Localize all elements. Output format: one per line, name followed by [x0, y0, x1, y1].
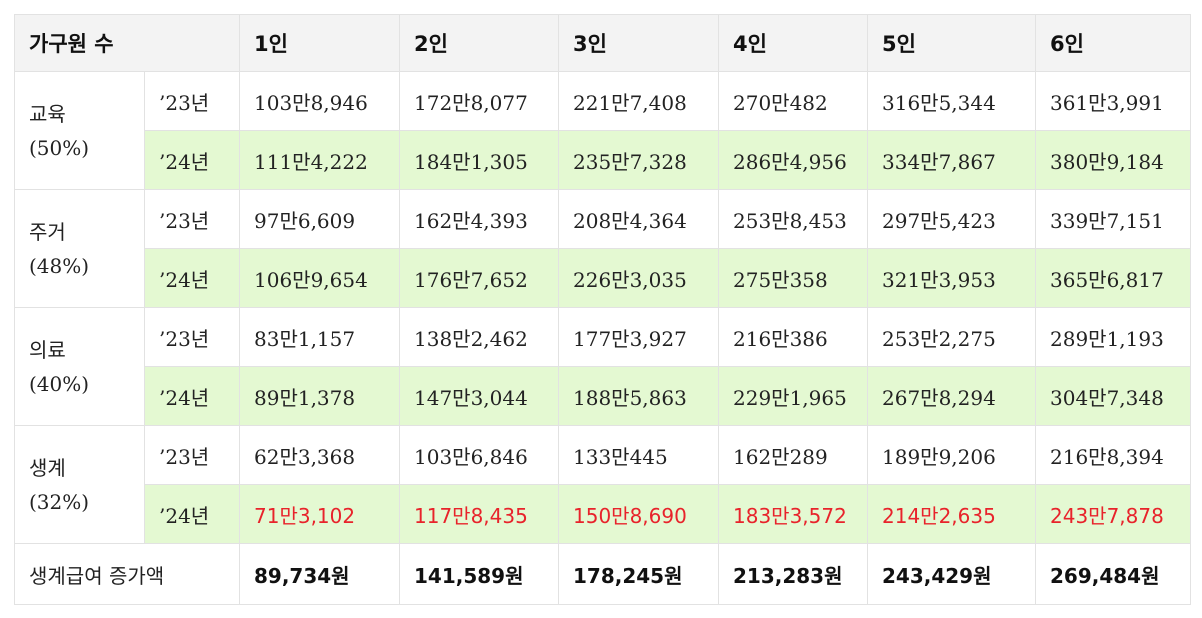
- value-cell: 183만3,572: [718, 484, 868, 544]
- value-cell: 216만386: [718, 307, 868, 367]
- value-cell: 334만7,867: [867, 130, 1036, 190]
- footer-label: 생계급여 증가액: [14, 543, 240, 605]
- footer-value: 269,484원: [1035, 543, 1191, 605]
- value-cell: 221만7,408: [558, 71, 719, 131]
- value-cell: 189만9,206: [867, 425, 1036, 485]
- table-row: 주거 (48%) ’23년 97만6,609 162만4,393 208만4,364 253…: [14, 189, 1191, 308]
- value-cell: 365만6,817: [1035, 248, 1191, 308]
- value-cell: 380만9,184: [1035, 130, 1191, 190]
- value-cell: 184만1,305: [399, 130, 559, 190]
- value-cell: 253만2,275: [867, 307, 1036, 367]
- value-cell: 150만8,690: [558, 484, 719, 544]
- footer-value: 213,283원: [718, 543, 868, 605]
- year-cell: ’24년: [144, 130, 240, 190]
- value-cell: 97만6,609: [239, 189, 400, 249]
- year-cell: ’24년: [144, 366, 240, 426]
- table-row: 의료 (40%) ’23년 83만1,157 138만2,462 177만3,927 216…: [14, 307, 1191, 426]
- value-cell: 286만4,956: [718, 130, 868, 190]
- value-cell: 243만7,878: [1035, 484, 1191, 544]
- table-row: ’24년 89만1,378 147만3,044 188만5,863 229만1,965 2…: [15, 366, 1191, 426]
- value-cell: 321만3,953: [867, 248, 1036, 308]
- category-percent: (40%): [29, 371, 90, 396]
- footer-value: 178,245원: [558, 543, 719, 605]
- footer-row: 생계급여 증가액 89,734원 141,589원 178,245원 213,2…: [14, 543, 1191, 605]
- value-cell: 172만8,077: [399, 71, 559, 131]
- value-cell: 71만3,102: [239, 484, 400, 544]
- value-cell: 270만482: [718, 71, 868, 131]
- value-cell: 103만8,946: [239, 71, 400, 131]
- value-cell: 133만445: [558, 425, 719, 485]
- value-cell: 235만7,328: [558, 130, 719, 190]
- value-cell: 162만289: [718, 425, 868, 485]
- value-cell: 89만1,378: [239, 366, 400, 426]
- year-cell: ’23년: [144, 425, 240, 485]
- header-household-label: 가구원 수: [14, 14, 240, 72]
- header-col-1: 1인: [239, 14, 400, 72]
- category-name: 의료: [29, 337, 66, 362]
- value-cell: 208만4,364: [558, 189, 719, 249]
- year-cell: ’23년: [144, 71, 240, 131]
- table-row: ’24년 106만9,654 176만7,652 226만3,035 275만358 32…: [15, 248, 1191, 308]
- value-cell: 117만8,435: [399, 484, 559, 544]
- value-cell: 304만7,348: [1035, 366, 1191, 426]
- header-col-6: 6인: [1035, 14, 1191, 72]
- value-cell: 275만358: [718, 248, 868, 308]
- year-cell: ’24년: [144, 484, 240, 544]
- table-container: 가구원 수 1인 2인 3인 4인 5인 6인 교육 (50%) ’23년 103만8…: [14, 14, 1191, 605]
- category-cell: 의료 (40%): [14, 307, 145, 426]
- header-col-3: 3인: [558, 14, 719, 72]
- value-cell: 83만1,157: [239, 307, 400, 367]
- table-row: 생계 (32%) ’23년 62만3,368 103만6,846 133만445 162만2…: [14, 425, 1191, 544]
- category-percent: (50%): [29, 135, 90, 160]
- value-cell: 226만3,035: [558, 248, 719, 308]
- value-cell: 361만3,991: [1035, 71, 1191, 131]
- table-row: ’24년 111만4,222 184만1,305 235만7,328 286만4,956…: [15, 130, 1191, 190]
- header-row: 가구원 수 1인 2인 3인 4인 5인 6인: [14, 14, 1191, 72]
- value-cell: 103만6,846: [399, 425, 559, 485]
- footer-value: 243,429원: [867, 543, 1036, 605]
- value-cell: 229만1,965: [718, 366, 868, 426]
- value-cell: 267만8,294: [867, 366, 1036, 426]
- value-cell: 289만1,193: [1035, 307, 1191, 367]
- value-cell: 188만5,863: [558, 366, 719, 426]
- table-row: ’24년 71만3,102 117만8,435 150만8,690 183만3,572 2…: [15, 484, 1191, 544]
- value-cell: 62만3,368: [239, 425, 400, 485]
- value-cell: 176만7,652: [399, 248, 559, 308]
- year-cell: ’24년: [144, 248, 240, 308]
- category-cell: 주거 (48%): [14, 189, 145, 308]
- value-cell: 339만7,151: [1035, 189, 1191, 249]
- value-cell: 138만2,462: [399, 307, 559, 367]
- value-cell: 253만8,453: [718, 189, 868, 249]
- value-cell: 214만2,635: [867, 484, 1036, 544]
- header-col-5: 5인: [867, 14, 1036, 72]
- category-cell: 생계 (32%): [14, 425, 145, 544]
- value-cell: 106만9,654: [239, 248, 400, 308]
- category-cell: 교육 (50%): [14, 71, 145, 190]
- category-name: 생계: [29, 455, 66, 480]
- value-cell: 316만5,344: [867, 71, 1036, 131]
- category-percent: (32%): [29, 489, 90, 514]
- category-percent: (48%): [29, 253, 90, 278]
- header-col-2: 2인: [399, 14, 559, 72]
- table-row: 교육 (50%) ’23년 103만8,946 172만8,077 221만7,408 27…: [14, 71, 1191, 190]
- benefit-table: 가구원 수 1인 2인 3인 4인 5인 6인 교육 (50%) ’23년 103만8…: [14, 14, 1191, 605]
- year-cell: ’23년: [144, 189, 240, 249]
- value-cell: 216만8,394: [1035, 425, 1191, 485]
- value-cell: 111만4,222: [239, 130, 400, 190]
- category-name: 주거: [29, 219, 66, 244]
- footer-value: 89,734원: [239, 543, 400, 605]
- header-col-4: 4인: [718, 14, 868, 72]
- year-cell: ’23년: [144, 307, 240, 367]
- value-cell: 297만5,423: [867, 189, 1036, 249]
- value-cell: 177만3,927: [558, 307, 719, 367]
- value-cell: 162만4,393: [399, 189, 559, 249]
- category-name: 교육: [29, 101, 66, 126]
- value-cell: 147만3,044: [399, 366, 559, 426]
- footer-value: 141,589원: [399, 543, 559, 605]
